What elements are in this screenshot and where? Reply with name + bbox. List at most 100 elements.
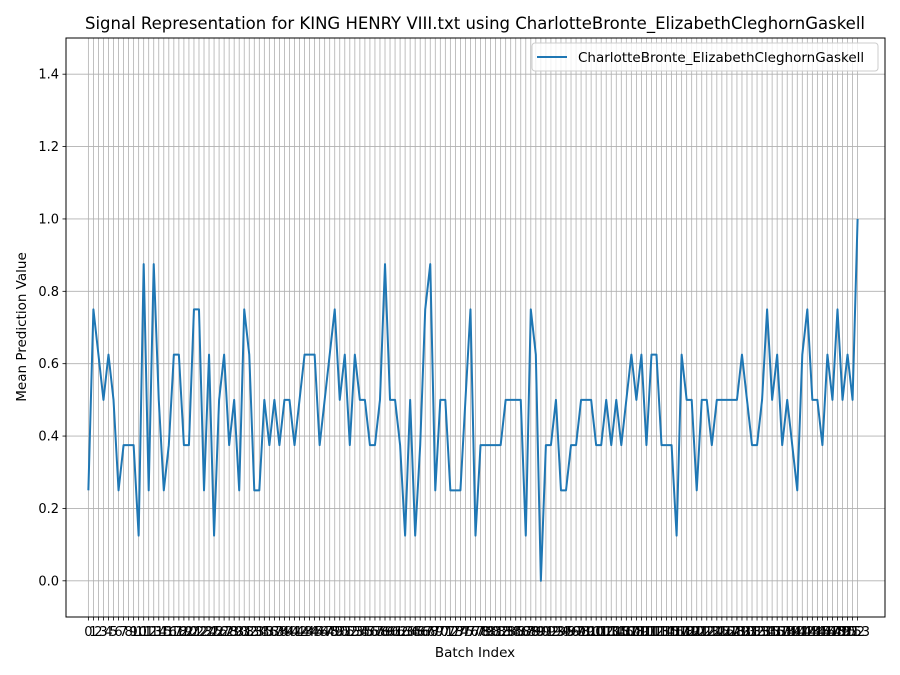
x-tick-label: 85: [507, 625, 524, 640]
x-tick-label: 39: [276, 625, 293, 640]
x-tick-label: 104: [599, 625, 624, 640]
y-tick-label: 0.6: [38, 357, 59, 372]
x-tick-label: 116: [659, 625, 684, 640]
y-axis-label: Mean Prediction Value: [14, 252, 30, 402]
x-tick-label: 25: [206, 625, 223, 640]
x-tick-label: 6: [114, 625, 122, 640]
x-tick-label: 150: [830, 625, 855, 640]
x-tick-label: 129: [725, 625, 750, 640]
x-tick-label: 75: [457, 625, 474, 640]
x-tick-label: 94: [553, 625, 570, 640]
y-tick-label: 1.0: [38, 212, 59, 227]
x-tick-label: 58: [372, 625, 389, 640]
x-tick-label: 59: [377, 625, 394, 640]
x-tick-label: 98: [573, 625, 590, 640]
x-axis-label: Batch Index: [435, 645, 515, 661]
x-tick-label: 2: [94, 625, 102, 640]
x-tick-label: 53: [347, 625, 364, 640]
x-tick-label: 70: [432, 625, 449, 640]
x-tick-label: 131: [735, 625, 760, 640]
x-tick-label: 144: [800, 625, 825, 640]
x-tick-label: 13: [145, 625, 162, 640]
x-tick-label: 80: [482, 625, 499, 640]
x-tick-label: 43: [296, 625, 313, 640]
x-tick-label: 79: [477, 625, 494, 640]
x-tick-label: 69: [427, 625, 444, 640]
x-tick-label: 100: [579, 625, 604, 640]
x-tick-label: 17: [166, 625, 183, 640]
x-tick-label: 31: [236, 625, 253, 640]
x-tick-label: 76: [462, 625, 479, 640]
x-tick-label: 106: [609, 625, 634, 640]
x-tick-label: 50: [331, 625, 348, 640]
x-tick-label: 114: [649, 625, 674, 640]
x-tick-label: 122: [689, 625, 714, 640]
x-tick-label: 38: [271, 625, 288, 640]
x-tick-label: 89: [528, 625, 545, 640]
legend: CharlotteBronte_ElizabethCleghornGaskell: [531, 42, 879, 72]
x-tick-label: 8: [124, 625, 132, 640]
legend-box: [531, 42, 879, 72]
x-tick-label: 135: [755, 625, 780, 640]
x-tick-label: 44: [301, 625, 318, 640]
x-tick-label: 1: [89, 625, 97, 640]
x-tick-label: 36: [261, 625, 278, 640]
x-tick-label: 97: [568, 625, 585, 640]
x-tick-label: 11: [135, 625, 152, 640]
x-tick-label: 113: [644, 625, 669, 640]
x-tick-label: 146: [810, 625, 835, 640]
x-tick-label: 96: [563, 625, 580, 640]
x-tick-label: 19: [176, 625, 193, 640]
x-tick-label: 115: [654, 625, 679, 640]
x-tick-label: 4: [104, 625, 112, 640]
x-tick-label: 29: [226, 625, 243, 640]
x-tick-label: 57: [367, 625, 384, 640]
x-tick-label: 149: [825, 625, 850, 640]
x-tick-label: 136: [760, 625, 785, 640]
x-tick-label: 60: [382, 625, 399, 640]
series-line: [87, 218, 859, 582]
x-tick-label: 45: [306, 625, 323, 640]
x-tick-label: 71: [437, 625, 454, 640]
x-tick-label: 112: [639, 625, 664, 640]
x-tick-label: 83: [497, 625, 514, 640]
legend-series-label: CharlotteBronte_ElizabethCleghornGaskell: [578, 50, 864, 66]
x-tick-label: 107: [614, 625, 639, 640]
x-tick-label: 9: [129, 625, 137, 640]
x-tick-label: 110: [629, 625, 654, 640]
x-tick-label: 47: [316, 625, 333, 640]
x-tick-label: 84: [502, 625, 519, 640]
x-tick-label: 95: [558, 625, 575, 640]
x-tick-label: 22: [191, 625, 208, 640]
x-tick-label: 51: [337, 625, 354, 640]
x-tick-label: 143: [795, 625, 820, 640]
x-tick-label: 132: [740, 625, 765, 640]
x-tick-label: 99: [578, 625, 595, 640]
x-tick-label: 52: [342, 625, 359, 640]
x-tick-label: 111: [634, 625, 659, 640]
x-tick-label: 12: [140, 625, 157, 640]
y-tick-label: 1.2: [38, 140, 59, 155]
x-tick-label: 55: [357, 625, 374, 640]
x-tick-label: 24: [201, 625, 218, 640]
x-tick-label: 48: [321, 625, 338, 640]
x-tick-label: 23: [196, 625, 213, 640]
x-tick-label: 141: [785, 625, 810, 640]
x-tick-label: 121: [684, 625, 709, 640]
y-axis-ticks: 0.0 0.2 0.4 0.6 0.8 1.0 1.2 1.4: [38, 68, 66, 589]
x-tick-label: 41: [286, 625, 303, 640]
x-tick-label: 101: [584, 625, 609, 640]
x-tick-label: 21: [186, 625, 203, 640]
x-tick-label: 46: [311, 625, 328, 640]
x-tick-label: 5: [109, 625, 117, 640]
x-tick-label: 16: [161, 625, 178, 640]
x-tick-label: 28: [221, 625, 238, 640]
x-tick-label: 139: [775, 625, 800, 640]
x-tick-label: 138: [770, 625, 795, 640]
x-tick-label: 147: [815, 625, 840, 640]
x-tick-label: 30: [231, 625, 248, 640]
x-tick-label: 65: [407, 625, 424, 640]
x-tick-label: 18: [171, 625, 188, 640]
x-tick-label: 61: [387, 625, 404, 640]
x-tick-label: 67: [417, 625, 434, 640]
